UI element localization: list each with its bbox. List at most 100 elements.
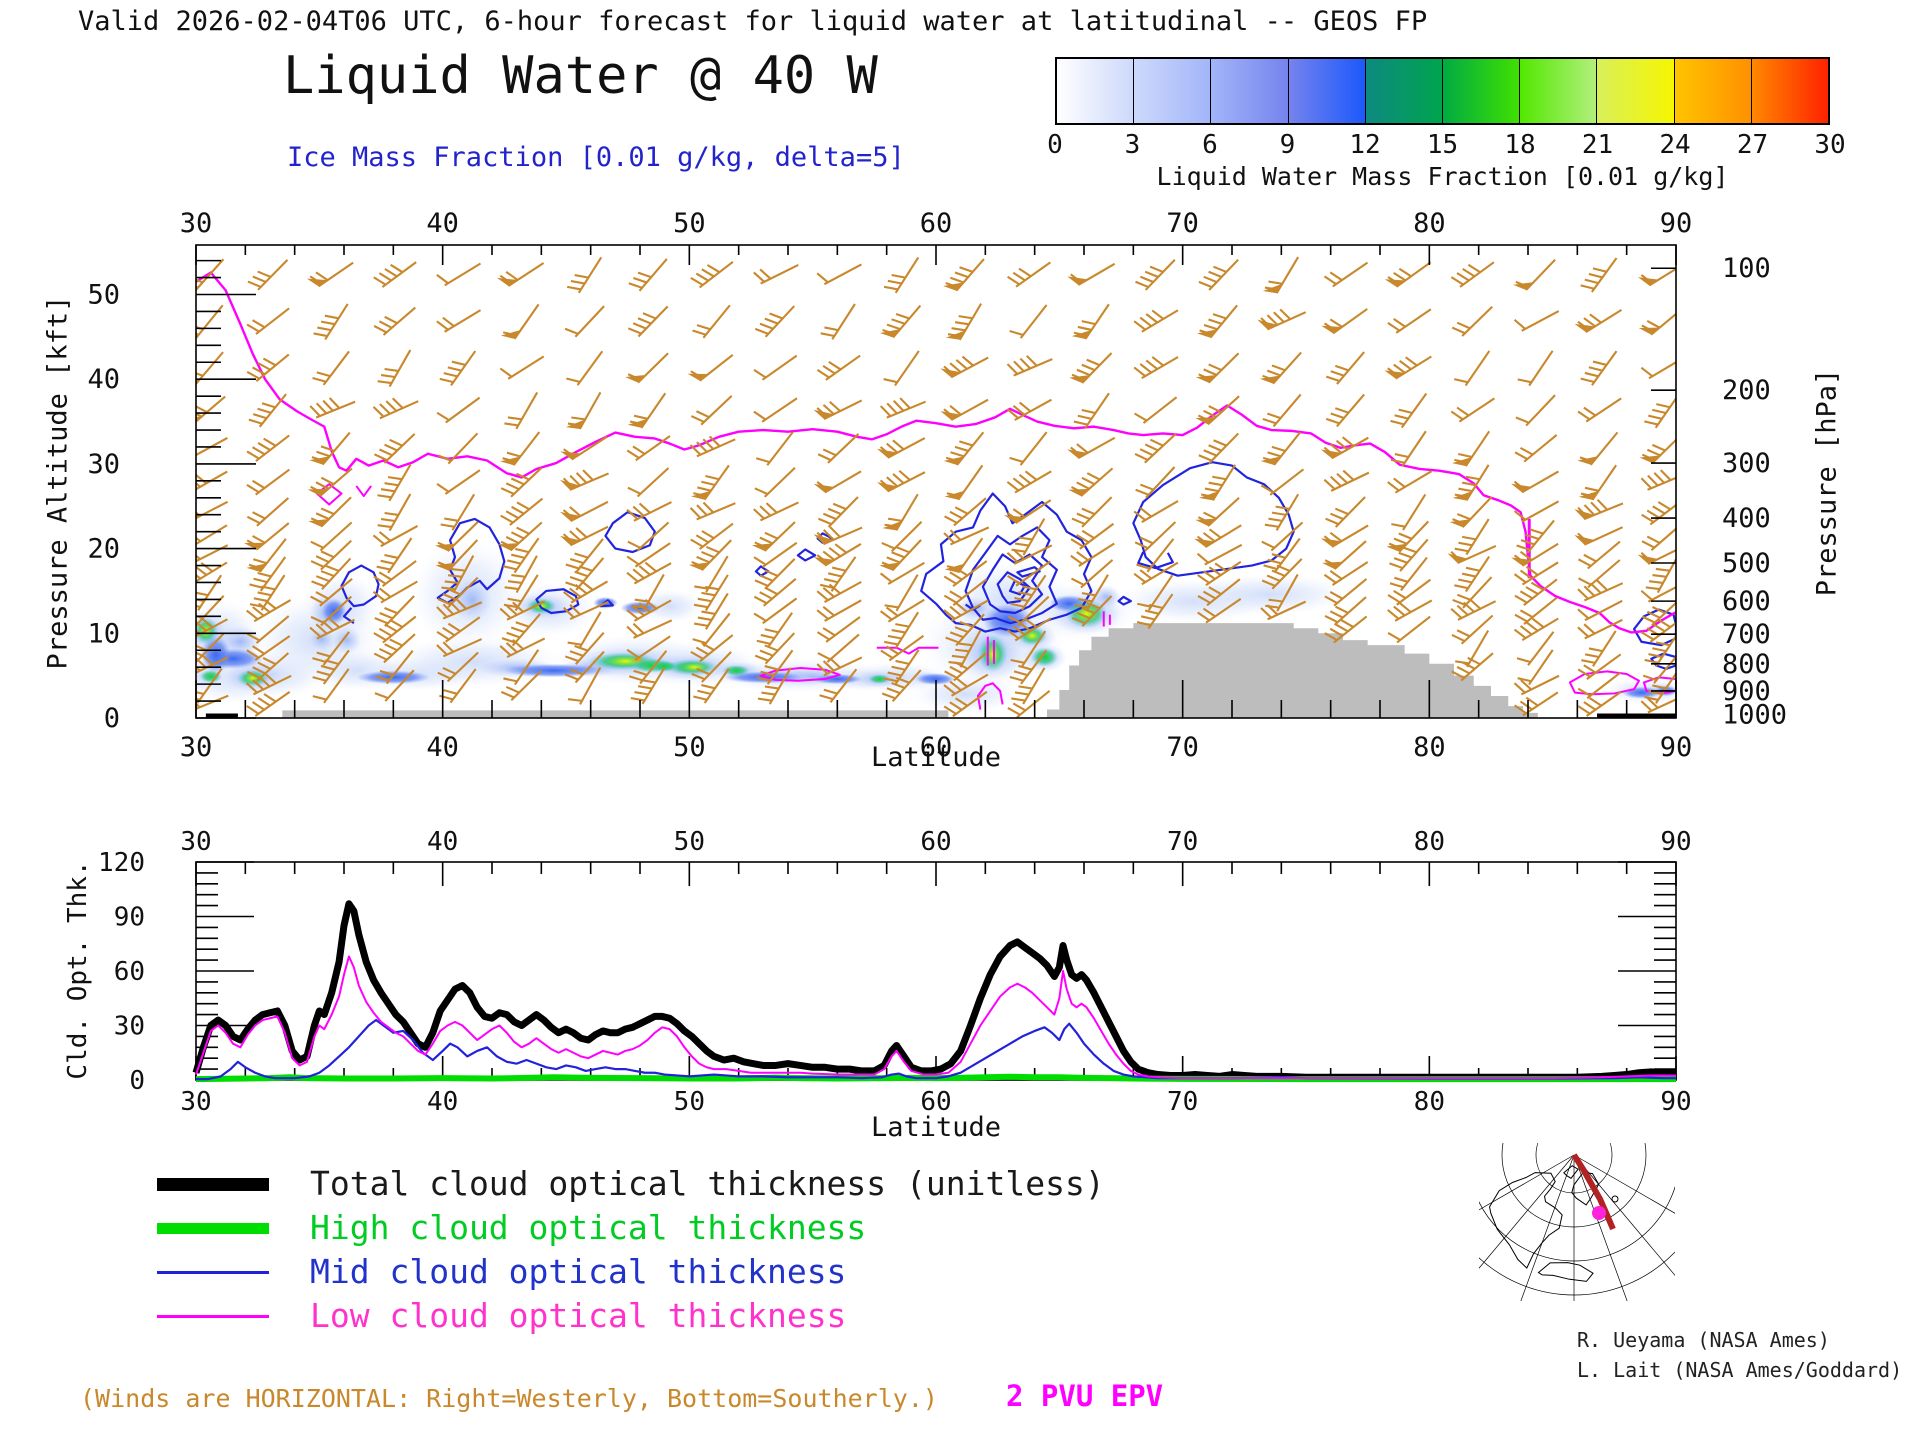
colorbar-tick: 0 bbox=[1047, 130, 1063, 160]
colorbar-segment bbox=[1596, 59, 1674, 123]
colorbar-segment bbox=[1519, 59, 1597, 123]
legend-line-high bbox=[157, 1222, 269, 1234]
svg-text:30: 30 bbox=[180, 1087, 211, 1117]
colorbar-segment bbox=[1442, 59, 1520, 123]
colorbar-tick: 6 bbox=[1202, 130, 1218, 160]
colorbar-segment bbox=[1210, 59, 1288, 123]
colorbar-tick: 27 bbox=[1736, 130, 1769, 160]
svg-text:40: 40 bbox=[427, 1087, 458, 1117]
svg-text:60: 60 bbox=[920, 1087, 951, 1117]
series-1 bbox=[195, 1073, 1676, 1083]
legend-label-low: Low cloud optical thickness bbox=[310, 1296, 847, 1335]
svg-text:30: 30 bbox=[180, 732, 213, 763]
svg-text:400: 400 bbox=[1722, 503, 1771, 534]
svg-text:40: 40 bbox=[87, 364, 120, 395]
svg-text:600: 600 bbox=[1722, 586, 1771, 617]
legend-line-low bbox=[157, 1314, 269, 1318]
svg-text:80: 80 bbox=[1414, 827, 1445, 857]
winds-footnote: (Winds are HORIZONTAL: Right=Westerly, B… bbox=[80, 1384, 938, 1413]
svg-text:70: 70 bbox=[1166, 208, 1199, 239]
svg-text:50: 50 bbox=[673, 732, 706, 763]
colorbar-segment bbox=[1133, 59, 1211, 123]
svg-text:200: 200 bbox=[1722, 375, 1771, 406]
svg-text:0: 0 bbox=[104, 703, 120, 734]
y-axis-label-pressure-altitude: Pressure Altitude [kft] bbox=[42, 295, 74, 670]
svg-text:90: 90 bbox=[1660, 1087, 1691, 1117]
svg-text:90: 90 bbox=[114, 903, 145, 933]
colorbar-tick: 30 bbox=[1814, 130, 1846, 160]
legend-label-high: High cloud optical thickness bbox=[310, 1208, 867, 1247]
colorbar-label: Liquid Water Mass Fraction [0.01 g/kg] bbox=[1156, 162, 1729, 191]
main-plot-tick-labels: 3030404050506060707080809090010203040501… bbox=[87, 208, 1787, 763]
colorbar-tick: 3 bbox=[1124, 130, 1141, 160]
legend-item-mid: Mid cloud optical thickness bbox=[0, 1250, 1200, 1294]
svg-text:120: 120 bbox=[98, 848, 145, 878]
main-plot-content bbox=[196, 256, 1676, 718]
legend-line-total bbox=[157, 1177, 269, 1191]
y-axis-label-pressure-hpa: Pressure [hPa] bbox=[1811, 368, 1843, 597]
svg-text:80: 80 bbox=[1413, 732, 1446, 763]
svg-text:60: 60 bbox=[920, 732, 953, 763]
svg-text:30: 30 bbox=[114, 1012, 145, 1042]
location-dot bbox=[1592, 1206, 1606, 1220]
colorbar-segment bbox=[1364, 59, 1443, 123]
svg-text:900: 900 bbox=[1722, 676, 1771, 707]
svg-text:40: 40 bbox=[426, 208, 459, 239]
svg-text:60: 60 bbox=[920, 208, 953, 239]
legend-line-mid bbox=[157, 1270, 269, 1274]
legend-label-mid: Mid cloud optical thickness bbox=[310, 1252, 847, 1291]
colorbar-ticks: 0 3 6 9 12 15 18 21 24 27 30 bbox=[1047, 130, 1845, 160]
svg-text:40: 40 bbox=[427, 827, 458, 857]
svg-text:90: 90 bbox=[1660, 827, 1691, 857]
svg-text:300: 300 bbox=[1722, 448, 1771, 479]
legend-item-high: High cloud optical thickness bbox=[0, 1206, 1200, 1250]
svg-text:60: 60 bbox=[920, 827, 951, 857]
svg-text:50: 50 bbox=[674, 1087, 705, 1117]
svg-text:20: 20 bbox=[87, 534, 120, 565]
legend-label-total: Total cloud optical thickness (unitless) bbox=[310, 1164, 1105, 1203]
colorbar-tick: 15 bbox=[1426, 130, 1459, 160]
legend-item-low: Low cloud optical thickness bbox=[0, 1294, 1200, 1338]
svg-text:30: 30 bbox=[180, 208, 213, 239]
svg-text:1000: 1000 bbox=[1722, 700, 1787, 731]
credit-line-2: L. Lait (NASA Ames/Goddard) bbox=[1577, 1358, 1903, 1382]
colorbar-segment bbox=[1750, 59, 1829, 123]
svg-text:80: 80 bbox=[1413, 208, 1446, 239]
colorbar-tick: 12 bbox=[1349, 130, 1381, 160]
svg-text:80: 80 bbox=[1414, 1087, 1445, 1117]
svg-text:30: 30 bbox=[87, 449, 120, 480]
credit-line-1: R. Ueyama (NASA Ames) bbox=[1577, 1328, 1830, 1352]
svg-text:90: 90 bbox=[1660, 208, 1693, 239]
pvu-footnote: 2 PVU EPV bbox=[1006, 1379, 1164, 1413]
svg-text:700: 700 bbox=[1722, 619, 1771, 650]
svg-text:500: 500 bbox=[1722, 548, 1771, 579]
bottom-plot: 30 30 40 40 50 50 60 60 70 70 80 80 90 90 0 30 60 90 120 bbox=[98, 827, 1692, 1117]
colorbar-segment bbox=[1673, 59, 1751, 123]
svg-text:100: 100 bbox=[1722, 253, 1771, 284]
bottom-plot-axes bbox=[195, 861, 1677, 1081]
subtitle-ice-mass: Ice Mass Fraction [0.01 g/kg, delta=5] bbox=[287, 142, 905, 173]
colorbar-tick: 18 bbox=[1504, 130, 1536, 160]
main-plot-axes bbox=[195, 244, 1677, 719]
svg-text:10: 10 bbox=[87, 618, 120, 649]
colorbar-segment bbox=[1057, 59, 1134, 123]
svg-text:70: 70 bbox=[1167, 827, 1198, 857]
page-title: Liquid Water @ 40 W bbox=[283, 46, 878, 106]
series-3 bbox=[195, 955, 1676, 1080]
colorbar bbox=[1055, 57, 1830, 125]
x-axis-label-latitude-main: Latitude bbox=[870, 742, 1002, 773]
terrain bbox=[282, 623, 1538, 718]
svg-text:50: 50 bbox=[673, 208, 706, 239]
wind-barbs bbox=[196, 256, 1676, 718]
svg-text:0: 0 bbox=[129, 1066, 145, 1096]
svg-text:90: 90 bbox=[1660, 732, 1693, 763]
colorbar-segment bbox=[1287, 59, 1365, 123]
x-axis-label-latitude-bottom: Latitude bbox=[870, 1112, 1002, 1143]
series-0 bbox=[192, 900, 1677, 1081]
map-inset bbox=[1479, 1143, 1675, 1301]
svg-text:60: 60 bbox=[114, 957, 145, 987]
svg-text:50: 50 bbox=[674, 827, 705, 857]
svg-text:70: 70 bbox=[1167, 1087, 1198, 1117]
